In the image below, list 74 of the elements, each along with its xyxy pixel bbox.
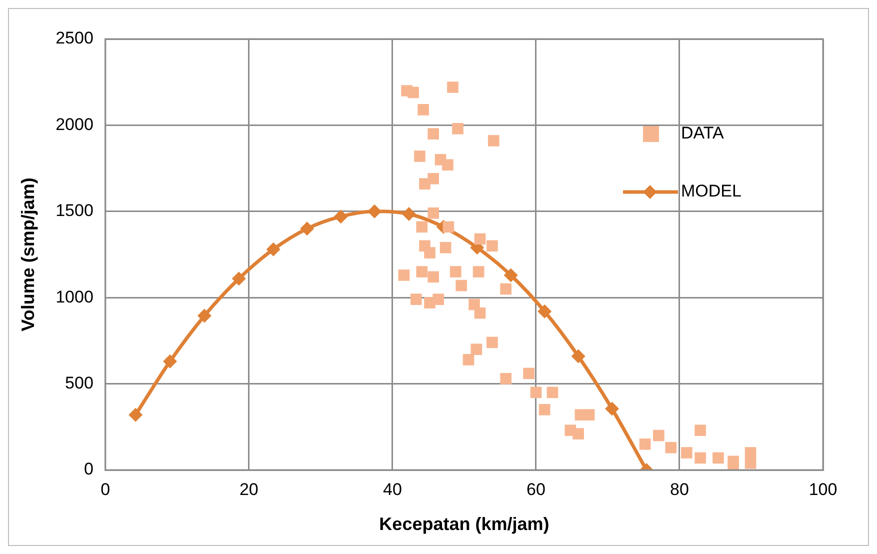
- point: [694, 424, 706, 436]
- point: [398, 270, 410, 281]
- point: [197, 308, 212, 323]
- point: [410, 294, 422, 305]
- point: [538, 304, 552, 318]
- point: [416, 221, 428, 233]
- legend-label: DATA: [681, 124, 724, 143]
- point: [266, 242, 280, 256]
- point: [440, 242, 452, 254]
- point: [128, 408, 143, 422]
- y-tick-label: 1500: [56, 201, 94, 220]
- x-tick-label: 80: [670, 480, 689, 499]
- point: [500, 283, 512, 295]
- point: [163, 354, 177, 368]
- y-tick-label: 2500: [56, 28, 94, 48]
- point: [523, 368, 534, 380]
- point: [470, 344, 482, 355]
- point: [414, 150, 426, 162]
- point: [472, 266, 484, 278]
- point: [408, 86, 419, 98]
- point: [500, 372, 512, 384]
- point: [605, 402, 620, 416]
- point: [571, 349, 586, 364]
- point: [424, 247, 436, 258]
- point: [474, 307, 486, 319]
- point: [447, 82, 458, 93]
- point: [653, 430, 664, 442]
- point: [416, 266, 428, 278]
- point: [424, 297, 436, 308]
- point: [368, 204, 382, 218]
- point: [639, 438, 651, 450]
- point: [428, 172, 440, 184]
- point: [452, 122, 464, 134]
- point: [450, 266, 462, 278]
- x-tick-label: 40: [382, 480, 402, 499]
- point: [665, 442, 677, 454]
- y-tick-label: 2000: [56, 114, 94, 134]
- point: [462, 354, 474, 366]
- y-tick-label: 1000: [56, 287, 94, 306]
- point: [744, 447, 756, 458]
- point: [442, 221, 454, 233]
- x-tick-label: 100: [808, 480, 838, 499]
- point: [456, 280, 467, 292]
- point: [681, 447, 692, 458]
- point: [474, 233, 486, 245]
- point: [712, 452, 724, 464]
- x-tick-label: 0: [100, 480, 110, 499]
- point: [486, 336, 498, 348]
- point: [300, 222, 314, 236]
- point: [486, 240, 498, 252]
- x-tick-label: 60: [526, 480, 546, 499]
- point: [428, 128, 440, 140]
- point: [334, 210, 348, 224]
- x-tick-label: 20: [239, 480, 258, 499]
- y-tick-label: 0: [84, 460, 94, 479]
- point: [538, 404, 550, 416]
- point: [572, 428, 584, 440]
- point: [504, 268, 518, 282]
- point: [428, 271, 440, 283]
- point: [546, 386, 558, 398]
- point: [694, 452, 706, 464]
- point: [418, 104, 429, 116]
- point: [428, 207, 440, 219]
- y-axis-title: Volume (smp/jam): [18, 178, 38, 332]
- point: [530, 386, 542, 398]
- y-tick-label: 500: [65, 373, 94, 392]
- point: [488, 135, 500, 146]
- point: [402, 206, 416, 221]
- point: [442, 159, 454, 171]
- point: [583, 409, 595, 420]
- point: [232, 272, 246, 286]
- x-axis-title: Kecepatan (km/jam): [379, 514, 550, 534]
- point: [744, 457, 756, 469]
- legend-label: MODEL: [681, 182, 742, 201]
